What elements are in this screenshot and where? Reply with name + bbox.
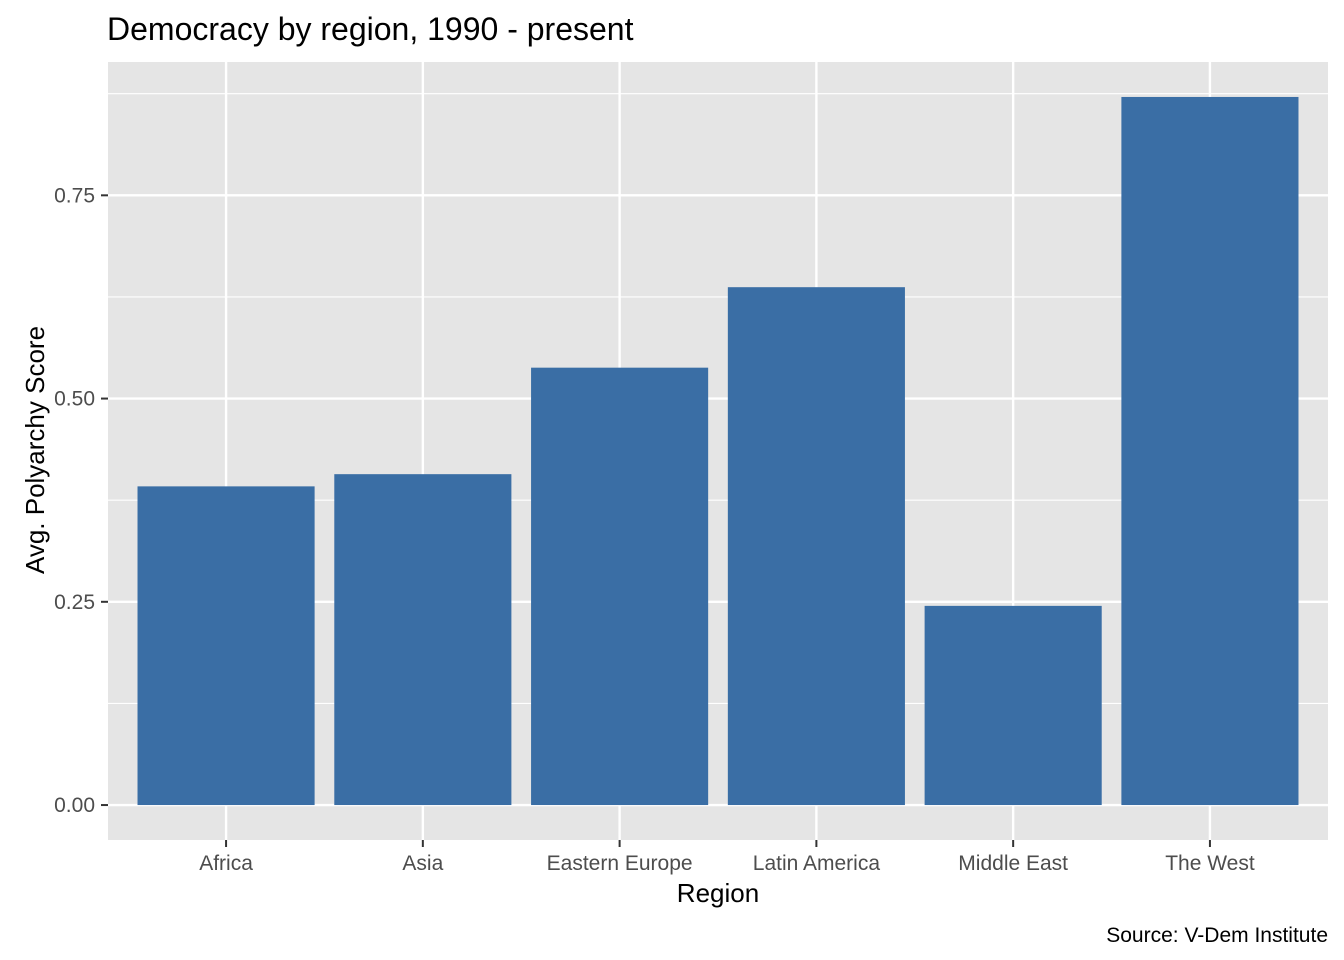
x-tick-label: Latin America <box>753 852 881 875</box>
x-tick-label: The West <box>1165 852 1255 875</box>
x-tick-label: Eastern Europe <box>547 852 693 875</box>
x-tick-label: Middle East <box>958 852 1068 875</box>
bars <box>137 96 1299 806</box>
x-axis: Africa Asia Eastern Europe Latin America Mid… <box>199 840 1255 875</box>
x-tick-label: Asia <box>402 852 443 875</box>
x-axis-title: Region <box>677 878 759 908</box>
bar-asia <box>334 474 512 806</box>
bar-eastern-europe <box>531 367 709 806</box>
x-tick-label: Africa <box>199 852 253 875</box>
y-axis-title: Avg. Polyarchy Score <box>20 326 50 574</box>
bar-middle-east <box>924 605 1102 806</box>
bar-the-west <box>1121 96 1299 806</box>
y-tick-label: 0.75 <box>54 184 95 207</box>
y-tick-label: 0.25 <box>54 591 95 614</box>
source-caption: Source: V-Dem Institute <box>1106 924 1328 947</box>
bar-latin-america <box>727 287 905 806</box>
y-tick-label: 0.00 <box>54 794 95 817</box>
chart-title: Democracy by region, 1990 - present <box>107 11 634 47</box>
bar-africa <box>137 486 315 806</box>
y-axis: 0.00 0.25 0.50 0.75 <box>54 184 108 817</box>
y-tick-label: 0.50 <box>54 388 95 411</box>
